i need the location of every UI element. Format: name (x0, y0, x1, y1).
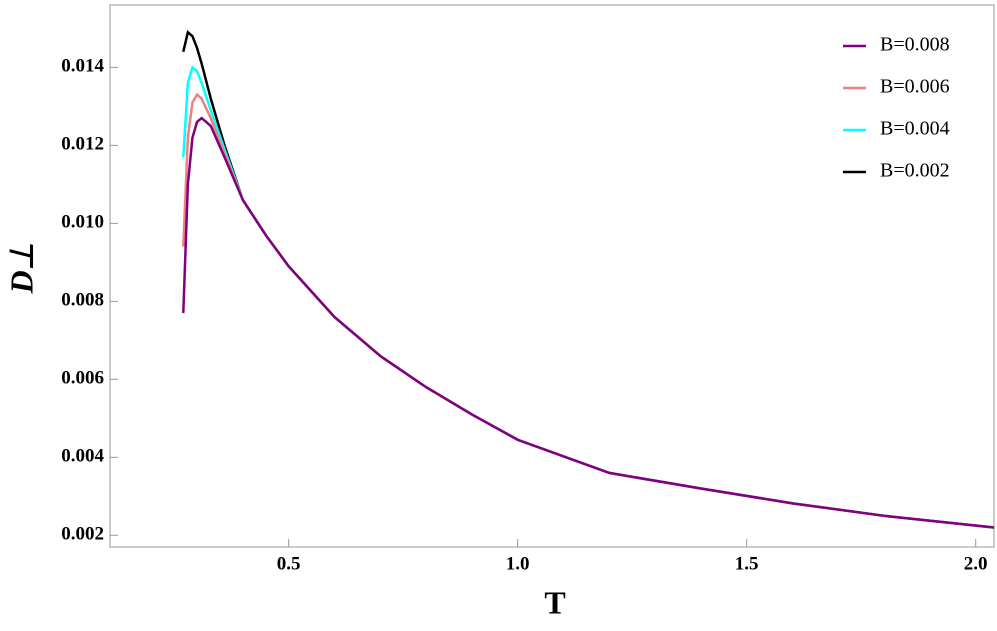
y-tick-label: 0.014 (61, 56, 104, 77)
x-tick-label: 1.0 (506, 553, 530, 574)
x-tick-label: 1.5 (735, 553, 759, 574)
x-axis-label: T (544, 584, 565, 620)
y-tick-label: 0.002 (61, 524, 104, 545)
legend-label: B=0.004 (880, 118, 950, 140)
legend-label: B=0.002 (880, 160, 950, 182)
legend-label: B=0.008 (880, 34, 950, 56)
series-line (182, 92, 995, 529)
series-line (182, 65, 995, 529)
x-tick-label: 2.0 (964, 553, 988, 574)
y-axis-label: D⊥ (3, 243, 39, 295)
y-tick-label: 0.008 (61, 290, 104, 311)
series-line (182, 116, 995, 529)
series-line (182, 30, 995, 529)
y-tick-label: 0.012 (61, 134, 104, 155)
y-tick-label: 0.006 (61, 368, 104, 389)
legend-label: B=0.006 (880, 76, 950, 98)
x-tick-label: 0.5 (277, 553, 301, 574)
y-tick-label: 0.004 (61, 446, 104, 467)
plot-frame (109, 4, 995, 548)
y-tick-label: 0.010 (61, 212, 104, 233)
